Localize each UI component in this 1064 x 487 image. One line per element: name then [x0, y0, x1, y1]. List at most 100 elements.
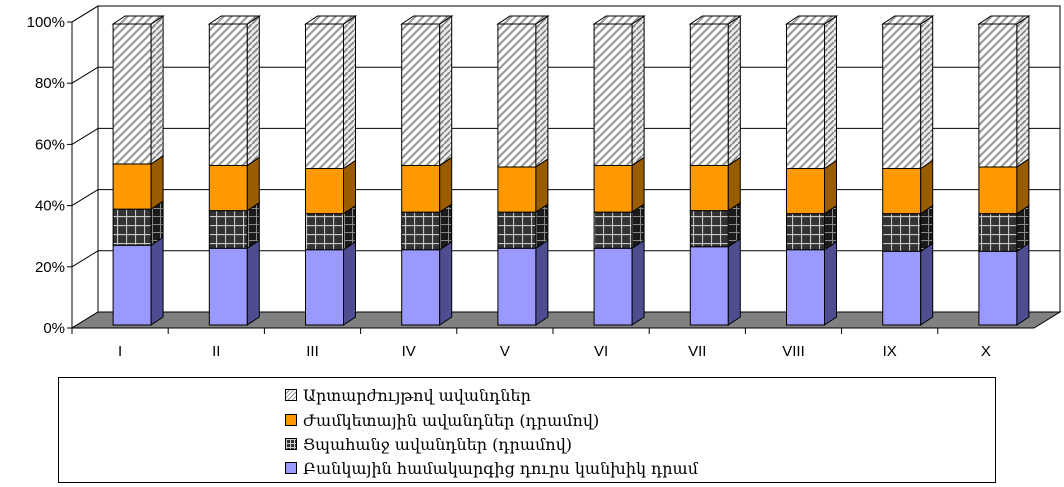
bar-segment [689, 201, 741, 248]
bar-segment-side [920, 15, 934, 170]
legend-label: Ցպահանջ ավանդներ (դրամով) [303, 434, 573, 454]
legend-swatch [285, 438, 297, 450]
legend-label: Ժամկետային ավանդներ (դրամով) [303, 410, 600, 430]
y-tick-label: 100% [27, 14, 65, 31]
bar-segment-front [882, 250, 922, 326]
bar-segment-front [112, 163, 152, 210]
bar-segment-front [112, 23, 152, 165]
bar-segment [881, 15, 935, 170]
x-tick-label: IX [883, 343, 897, 360]
bar-top [784, 15, 839, 25]
stacked-bar-chart: 0%20%40%60%80%100%I II III IV V VI VII VIII IX X [27, 5, 1062, 360]
bar-segment-front [305, 167, 344, 215]
gridline-side [71, 250, 99, 268]
legend-swatch [285, 462, 297, 474]
bar-segment-side [535, 158, 549, 214]
bar-segment [978, 158, 1030, 215]
gridline-side [71, 66, 99, 84]
bar-segment-side [343, 240, 356, 326]
x-tick-label: III [306, 343, 319, 360]
bar-segment [978, 242, 1030, 326]
bar-segment [784, 15, 839, 170]
y-tick-label: 0% [43, 320, 65, 337]
bar-segment-front [401, 164, 441, 213]
bar-segment [305, 204, 356, 251]
bar-segment-side [727, 156, 741, 212]
bar-segment-side [343, 15, 356, 170]
y-tick-label: 40% [35, 198, 65, 215]
bar-segment-front [305, 213, 344, 251]
bar-top [977, 15, 1031, 25]
bar-segment-front [112, 208, 152, 246]
bar-segment-front [689, 210, 729, 248]
bar-segment-front [401, 211, 441, 251]
bar-segment [401, 240, 453, 326]
legend-label: Բանկային համակարգից դուրս կանխիկ դրամ [303, 458, 699, 478]
bar-top [303, 15, 358, 25]
bar-segment-side [824, 159, 837, 215]
bar-segment-front [978, 250, 1018, 326]
bar-segment [208, 201, 260, 250]
x-tick-label: VIII [782, 343, 805, 360]
legend-label: Արտարժույթով ավանդներ [303, 385, 531, 405]
bar-segment [593, 156, 645, 214]
bar-segment [497, 239, 549, 326]
bar-segment-side [150, 236, 164, 326]
bar-segment-front [882, 23, 922, 169]
y-tick-label: 20% [35, 259, 65, 276]
bar-segment [401, 156, 453, 214]
bar-segment-side [727, 237, 741, 326]
y-tick-label: 60% [35, 136, 65, 153]
bar-segment-front [689, 23, 729, 166]
bar-segment [786, 240, 837, 326]
legend-item: Ցպահանջ ավանդներ (դրամով) [285, 434, 572, 454]
bar-segment [112, 155, 164, 211]
bar-segment-side [535, 15, 549, 168]
bar-segment [882, 204, 934, 253]
bar-segment-side [1016, 15, 1030, 168]
bar-segment [112, 236, 164, 326]
bar-segment [689, 237, 741, 326]
bar-segment-front [593, 164, 633, 213]
bar-segment-front [593, 23, 633, 166]
legend-swatch [285, 414, 297, 426]
bar-segment [400, 15, 454, 167]
bar-segment-front [208, 23, 248, 166]
bar-top [688, 15, 742, 25]
bar-segment-front [112, 244, 152, 326]
bar-segment-front [208, 210, 248, 249]
bar-top [592, 15, 646, 25]
bar-segment [496, 15, 550, 168]
legend: Արտարժույթով ավանդներ Ժամկետային ավանդնե… [58, 377, 996, 483]
x-tick-label: V [500, 343, 510, 360]
bar-segment-side [824, 15, 837, 170]
bar-segment-front [978, 166, 1018, 215]
bar-segment-side [631, 156, 645, 214]
bar-segment-side [1016, 242, 1030, 326]
bar-segment-front [305, 23, 344, 169]
legend-item: Ժամկետային ավանդներ (դրամով) [285, 410, 599, 430]
bar-segment-front [593, 211, 633, 249]
x-tick-label: II [212, 343, 220, 360]
bar-segment [688, 15, 742, 167]
bar-top [207, 15, 261, 25]
bar-segment [882, 159, 934, 215]
bar-segment-front [786, 213, 825, 251]
legend-item: Արտարժույթով ավանդներ [285, 385, 531, 405]
bar-segment-side [150, 155, 164, 211]
bar-segment-side [246, 15, 260, 167]
bar-segment [592, 15, 646, 167]
bars [111, 15, 1031, 326]
bar-segment-front [689, 246, 729, 326]
bar-segment [207, 15, 261, 167]
bar-segment [593, 203, 645, 250]
bar-segment-side [535, 239, 549, 326]
bar-segment-side [824, 240, 837, 326]
bar-segment [208, 156, 260, 212]
bar-segment-side [631, 239, 645, 326]
bar-segment-side [439, 15, 453, 167]
bar-segment [303, 15, 358, 170]
bar-segment-front [305, 249, 344, 326]
bar-segment-side [920, 242, 934, 326]
bar-segment [305, 240, 356, 326]
